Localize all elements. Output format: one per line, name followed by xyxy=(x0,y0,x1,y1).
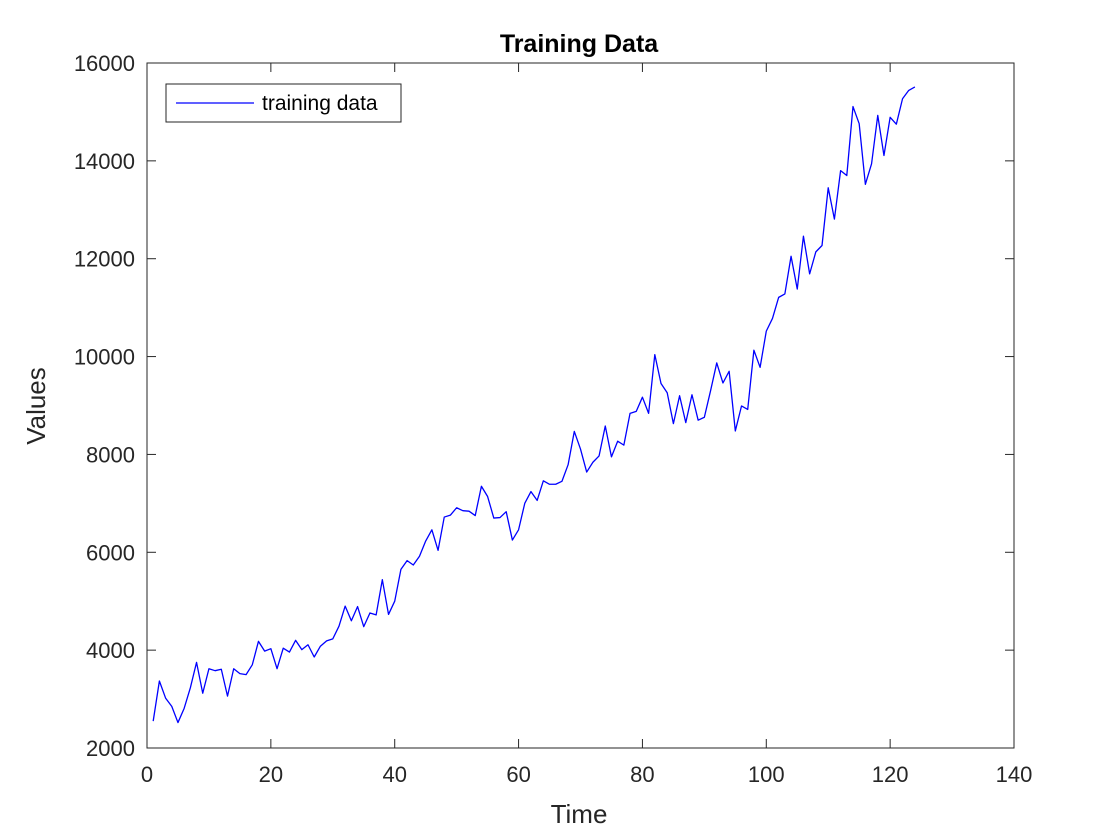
x-tick-label: 0 xyxy=(141,762,153,787)
y-tick-label: 4000 xyxy=(86,638,135,663)
y-tick-label: 16000 xyxy=(74,51,135,76)
x-tick-label: 60 xyxy=(506,762,530,787)
x-tick-label: 80 xyxy=(630,762,654,787)
y-tick-label: 14000 xyxy=(74,149,135,174)
chart-title: Training Data xyxy=(500,30,659,58)
x-tick-label: 120 xyxy=(872,762,909,787)
x-tick-label: 20 xyxy=(259,762,283,787)
legend: training data xyxy=(165,83,402,123)
y-tick-label: 2000 xyxy=(86,736,135,761)
legend-entry-label: training data xyxy=(262,92,378,115)
y-tick-label: 12000 xyxy=(74,247,135,272)
x-tick-label: 100 xyxy=(748,762,785,787)
x-tick-label: 140 xyxy=(996,762,1033,787)
legend-box xyxy=(165,83,402,123)
y-tick-label: 8000 xyxy=(86,442,135,467)
axes-box xyxy=(146,62,1015,749)
plot-area xyxy=(152,86,916,724)
x-axis-label: Time xyxy=(551,799,608,829)
series-line-0 xyxy=(152,86,916,724)
y-tick-label: 10000 xyxy=(74,345,135,370)
y-axis-label: Values xyxy=(21,367,51,445)
x-tick-label: 40 xyxy=(382,762,406,787)
y-tick-label: 6000 xyxy=(86,540,135,565)
axes: 0 20 40 60 80 100 120 140 2000 4000 6000 8000 10000 1… xyxy=(74,51,1033,787)
